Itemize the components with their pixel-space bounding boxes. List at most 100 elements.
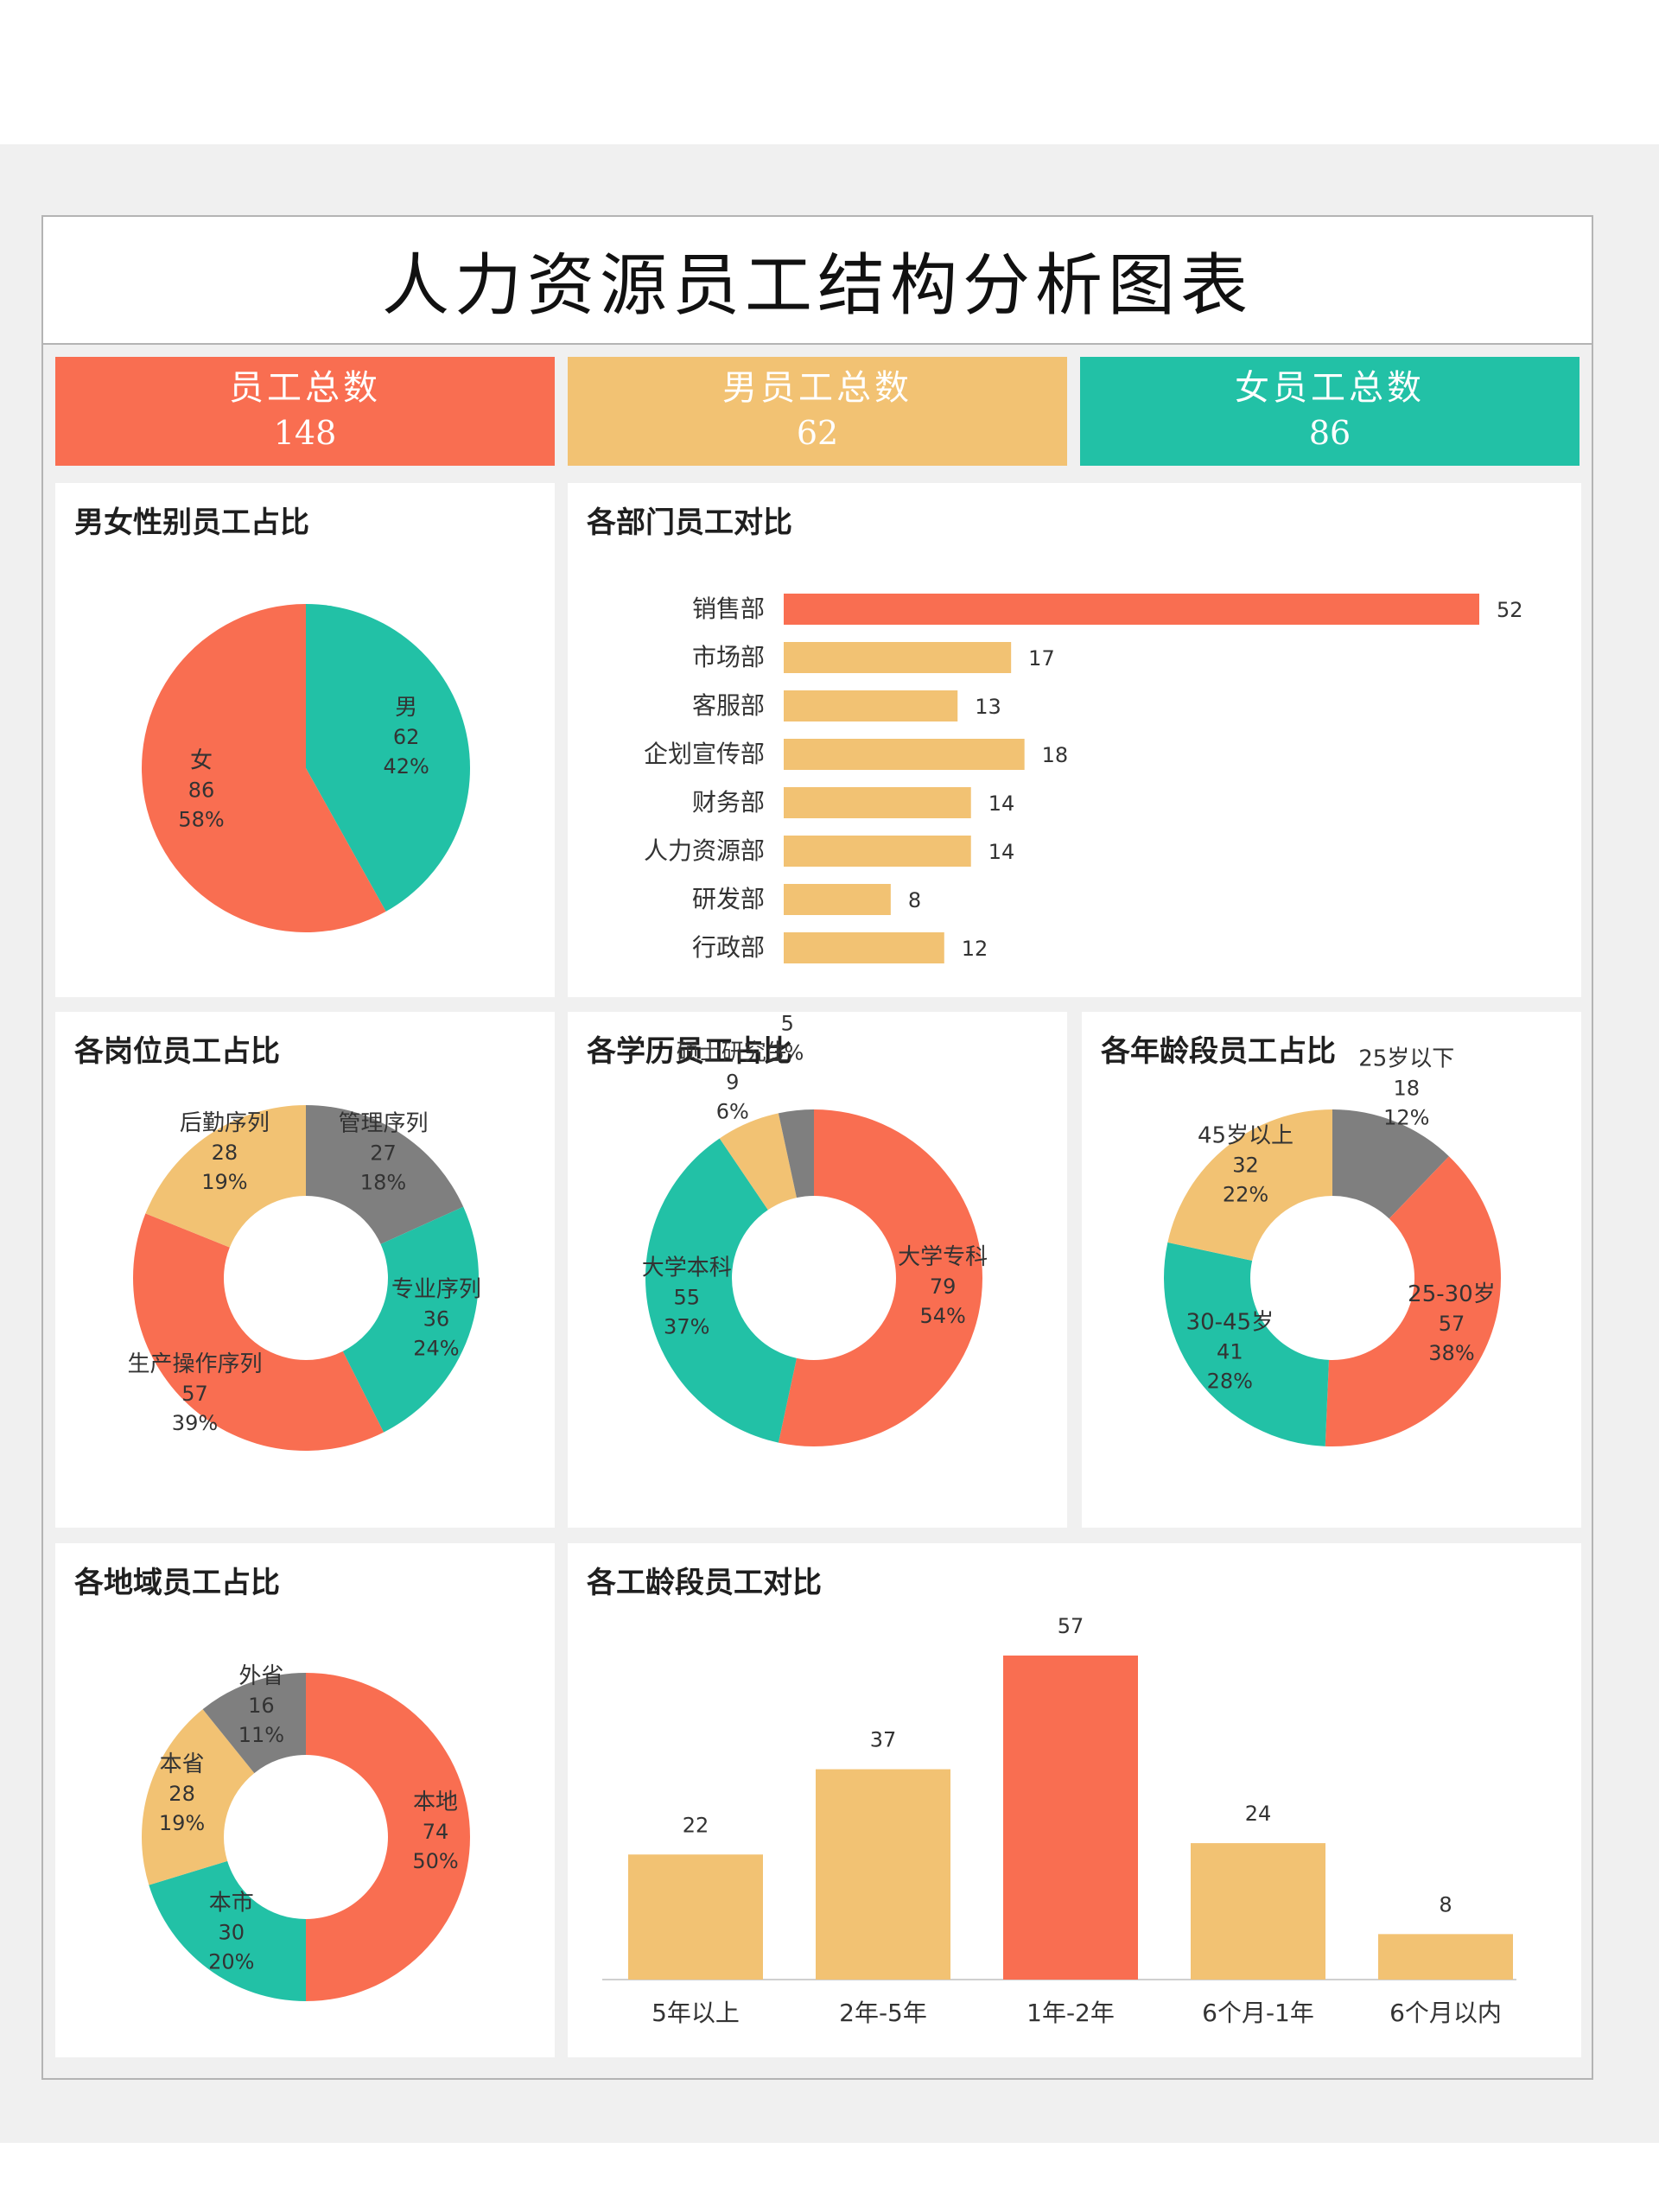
kpi-label: 女员工总数 <box>1235 368 1425 409</box>
slice-percent-label: 58% <box>178 807 224 831</box>
bar <box>784 739 1025 770</box>
slice-value-label: 28 <box>168 1782 195 1806</box>
slice-label: 本市 <box>209 1891 254 1916</box>
slice-value-label: 27 <box>370 1141 397 1165</box>
category-label: 销售部 <box>692 594 765 623</box>
slice-percent-label: 28% <box>1207 1370 1253 1394</box>
slice-label: 女 <box>190 747 213 773</box>
slice-percent-label: 20% <box>208 1950 254 1974</box>
pie-slice <box>306 1673 470 2001</box>
kpi-label: 员工总数 <box>229 368 381 409</box>
slice-value-label: 36 <box>423 1306 450 1331</box>
chart-title: 各地域员工占比 <box>74 1566 280 1600</box>
slice-label: 男 <box>395 695 417 721</box>
bar-value-label: 57 <box>1058 1614 1084 1638</box>
slice-percent-label: 54% <box>919 1304 965 1328</box>
gender-pie-chart: 男 62 42% 女 86 58% <box>142 604 471 932</box>
bar <box>784 932 944 963</box>
x-tick-label: 5年以上 <box>652 1999 740 2027</box>
bar-value-label: 8 <box>908 888 921 912</box>
slice-label: 45岁以上 <box>1198 1123 1294 1149</box>
slice-percent-label: 38% <box>1428 1341 1474 1365</box>
slice-percent-label: 19% <box>159 1811 205 1835</box>
kpi-label: 男员工总数 <box>722 368 912 409</box>
bar-value-label: 24 <box>1245 1802 1272 1826</box>
bar <box>784 690 958 721</box>
slice-value-label: 18 <box>1393 1077 1420 1101</box>
pie-slice <box>142 604 386 932</box>
title-bar: 人力资源员工结构分析图表 <box>43 217 1592 345</box>
pie-slice <box>719 1113 797 1211</box>
bar <box>1378 1934 1513 1980</box>
slice-percent-label: 3% <box>771 1041 804 1065</box>
position-chart-panel: 各岗位员工占比 管理序列 27 18% 专业序列 36 24% 生产操作序列 57 39% 后勤序… <box>55 1012 555 1528</box>
slice-percent-label: 37% <box>664 1314 709 1338</box>
pie-slice <box>306 1105 464 1244</box>
chart-title: 各岗位员工占比 <box>74 1034 280 1069</box>
slice-label: 30-45岁 <box>1186 1310 1274 1336</box>
pie-slice <box>142 1709 255 1885</box>
slice-percent-label: 18% <box>360 1170 406 1194</box>
slice-label: 25-30岁 <box>1408 1281 1496 1307</box>
bar <box>784 836 971 867</box>
position-donut-chart: 管理序列 27 18% 专业序列 36 24% 生产操作序列 57 39% 后勤序列 28 19% <box>127 1105 481 1451</box>
region-chart-panel: 各地域员工占比 本地 74 50% 本市 30 20% 本省 28 19% 外省 16 11% <box>55 1543 555 2057</box>
dashboard-board: 人力资源员工结构分析图表 员工总数 148 男员工总数 62 女员工总数 86 … <box>41 215 1593 2080</box>
slice-value-label: 74 <box>423 1820 449 1844</box>
chart-title: 男女性别员工占比 <box>74 505 309 540</box>
slice-value-label: 55 <box>673 1285 700 1309</box>
slice-label: 管理序列 <box>338 1110 428 1136</box>
slice-value-label: 5 <box>781 1012 794 1036</box>
slice-value-label: 16 <box>248 1694 275 1718</box>
chart-title: 各工龄段员工对比 <box>587 1566 822 1600</box>
slice-percent-label: 22% <box>1223 1183 1268 1207</box>
tenure-chart-panel: 各工龄段员工对比 22 5年以上 37 2年-5年 57 1年-2年 24 6个月-1年 8 6个… <box>568 1543 1581 2057</box>
chart-title: 各部门员工对比 <box>587 505 792 540</box>
slice-percent-label: 12% <box>1383 1106 1429 1130</box>
bar <box>628 1854 763 1980</box>
slice-label: 本地 <box>413 1789 458 1815</box>
slice-value-label: 9 <box>726 1070 739 1094</box>
slice-label: 25岁以下 <box>1358 1046 1454 1072</box>
bar <box>1003 1656 1138 1980</box>
slice-percent-label: 6% <box>716 1099 749 1123</box>
kpi-card-female: 女员工总数 86 <box>1080 357 1580 466</box>
bar-value-label: 22 <box>683 1813 709 1837</box>
slice-value-label: 62 <box>393 725 420 749</box>
page-title: 人力资源员工结构分析图表 <box>381 247 1253 325</box>
chart-title: 各年龄段员工占比 <box>1101 1034 1336 1069</box>
pie-slice <box>1167 1109 1332 1261</box>
pie-slice <box>342 1206 479 1433</box>
slice-percent-label: 19% <box>201 1170 247 1194</box>
slice-percent-label: 39% <box>172 1411 218 1435</box>
x-tick-label: 2年-5年 <box>839 1999 927 2027</box>
bar-value-label: 8 <box>1439 1892 1452 1916</box>
category-label: 财务部 <box>692 788 765 817</box>
bar-value-label: 17 <box>1028 646 1055 671</box>
bar-value-label: 13 <box>975 695 1001 719</box>
category-label: 市场部 <box>692 643 765 671</box>
slice-label: 专业序列 <box>391 1276 481 1302</box>
slice-value-label: 86 <box>188 778 215 802</box>
bar-value-label: 12 <box>962 937 988 961</box>
pie-slice <box>202 1673 306 1774</box>
pie-slice <box>145 1105 306 1248</box>
department-chart-panel: 各部门员工对比 销售部 52 市场部 17 客服部 13 企划宣传部 18 财务部 14 人力资源部… <box>568 483 1581 997</box>
category-label: 客服部 <box>692 691 765 720</box>
slice-value-label: 57 <box>181 1382 208 1406</box>
pie-slice <box>133 1213 385 1451</box>
slice-value-label: 57 <box>1439 1312 1465 1336</box>
bar <box>784 787 971 818</box>
education-chart-panel: 各学历员工占比 大学专科7954%大学本科5537%硕士研究生96%博士研究生5… <box>568 1012 1067 1528</box>
pie-slice <box>778 1109 814 1198</box>
pie-slice <box>149 1860 306 2001</box>
bar-value-label: 18 <box>1042 743 1069 767</box>
bar <box>784 884 891 915</box>
gender-chart-panel: 男女性别员工占比 男 62 42% 女 86 58% <box>55 483 555 997</box>
slice-percent-label: 42% <box>383 754 429 779</box>
kpi-value: 86 <box>1308 414 1351 453</box>
pie-slice <box>1332 1109 1449 1219</box>
slice-value-label: 32 <box>1232 1154 1259 1178</box>
bar <box>784 594 1479 625</box>
